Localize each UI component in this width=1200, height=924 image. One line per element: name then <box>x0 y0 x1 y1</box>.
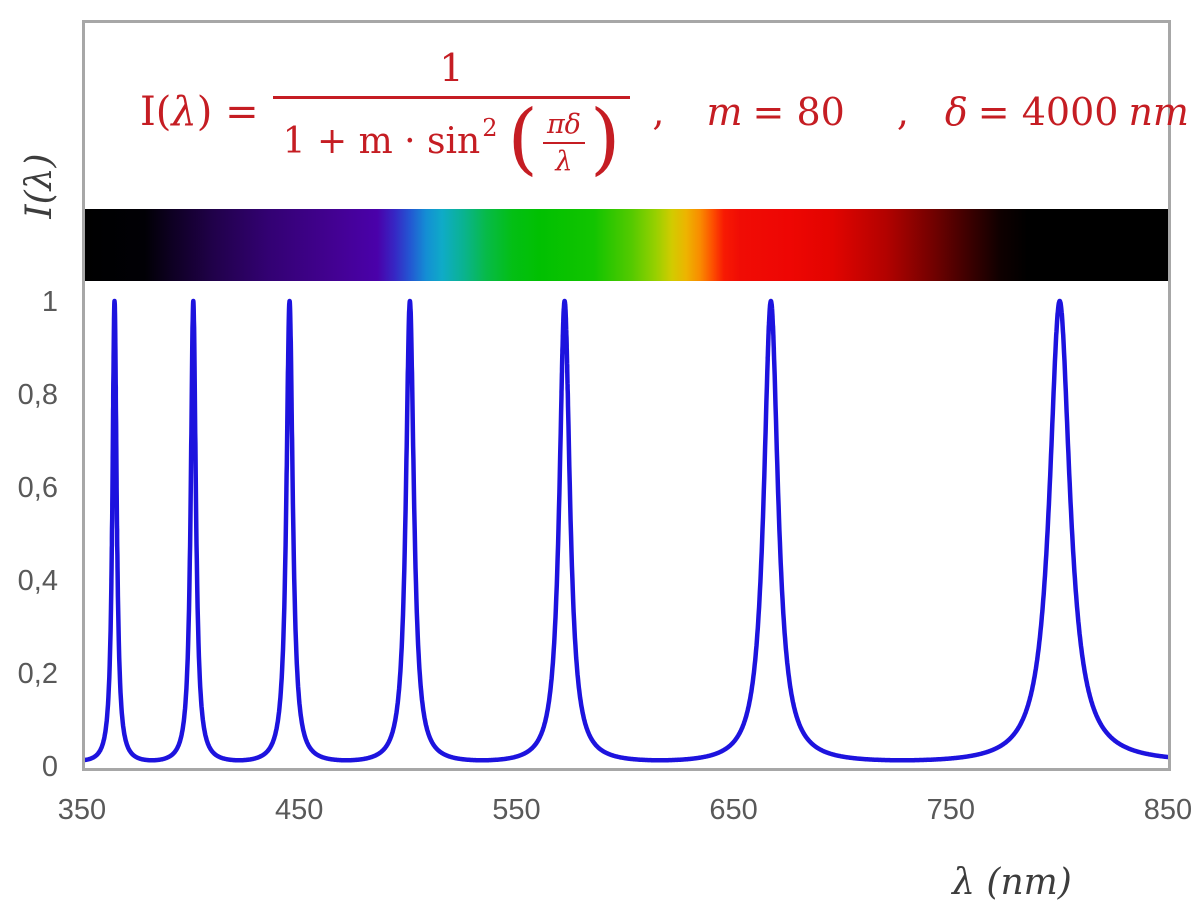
close-paren: ) <box>589 93 621 184</box>
y-axis-title: I(λ) <box>19 153 60 219</box>
x-tick-label: 650 <box>709 794 758 826</box>
y-tick-label: 0,2 <box>17 658 58 690</box>
x-axis-title: λ (nm) <box>952 862 1072 903</box>
y-tick-label: 1 <box>41 286 58 318</box>
inner-fraction: πδ λ <box>542 109 585 177</box>
y-tick-label: 0 <box>41 751 58 783</box>
x-tick-label: 350 <box>57 794 107 826</box>
param-m: m = 80 <box>706 90 845 134</box>
formula-fraction: 1 1 + m · sin 2 ( πδ λ ) <box>272 46 631 184</box>
comma: , <box>896 90 909 134</box>
y-tick-label: 0,4 <box>17 565 58 597</box>
x-tick-label: 850 <box>1143 794 1193 826</box>
formula: I(λ) = 1 1 + m · sin 2 ( πδ λ ) , m = 80 ,… <box>85 38 1189 186</box>
fraction-numerator: 1 <box>439 46 464 90</box>
x-tick-label: 450 <box>274 794 324 826</box>
y-tick-label: 0,8 <box>17 379 58 411</box>
comma: , <box>652 90 665 134</box>
open-paren: ( <box>507 93 538 184</box>
formula-lhs: I(λ) = <box>140 89 259 135</box>
fraction-denominator: 1 + m · sin 2 ( πδ λ ) <box>272 93 631 184</box>
inner-denominator: λ <box>555 146 573 177</box>
y-tick-label: 0,6 <box>17 472 58 504</box>
x-tick-label: 750 <box>926 794 975 826</box>
inner-numerator: πδ <box>542 109 585 144</box>
visible-spectrum-band <box>85 209 1168 281</box>
airy-curve-line <box>85 298 1168 763</box>
param-delta: δ = 4000 nm <box>944 90 1189 134</box>
plot-area: I(λ) = 1 1 + m · sin 2 ( πδ λ ) , m = 80 ,… <box>82 20 1189 771</box>
intensity-curve <box>85 298 1168 763</box>
sin-exponent: 2 <box>482 114 498 142</box>
x-tick-label: 550 <box>492 794 541 826</box>
